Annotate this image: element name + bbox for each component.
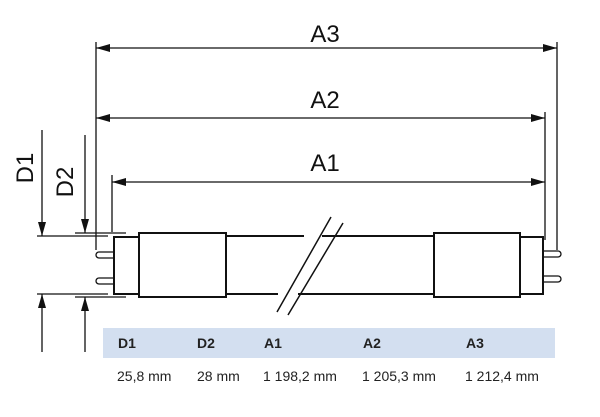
value-a1: 1 198,2 mm (263, 368, 337, 384)
d2-label: D2 (52, 167, 79, 198)
d1-label: D1 (12, 153, 39, 184)
left-pins (95, 251, 114, 285)
header-d2: D2 (197, 335, 215, 351)
table-value-row: 25,8 mm 28 mm 1 198,2 mm 1 205,3 mm 1 21… (117, 368, 539, 384)
value-a3: 1 212,4 mm (465, 368, 539, 384)
header-a2: A2 (363, 335, 381, 351)
value-d2: 28 mm (197, 368, 240, 384)
table-header-row: D1 D2 A1 A2 A3 (118, 335, 484, 351)
right-band (433, 232, 521, 298)
fluorescent-tube (95, 216, 562, 316)
header-a1: A1 (264, 335, 282, 351)
break-marks (276, 216, 344, 316)
right-pins (543, 250, 562, 283)
value-d1: 25,8 mm (117, 368, 171, 384)
a2-label: A2 (310, 87, 339, 114)
left-end-cap (113, 236, 140, 295)
table-header-band (103, 328, 555, 358)
a1-label: A1 (310, 150, 339, 177)
right-end-cap (519, 236, 544, 295)
a3-label: A3 (310, 21, 339, 48)
tube-body (226, 235, 434, 295)
header-a3: A3 (466, 335, 484, 351)
header-d1: D1 (118, 335, 136, 351)
value-a2: 1 205,3 mm (362, 368, 436, 384)
left-band (138, 232, 227, 298)
